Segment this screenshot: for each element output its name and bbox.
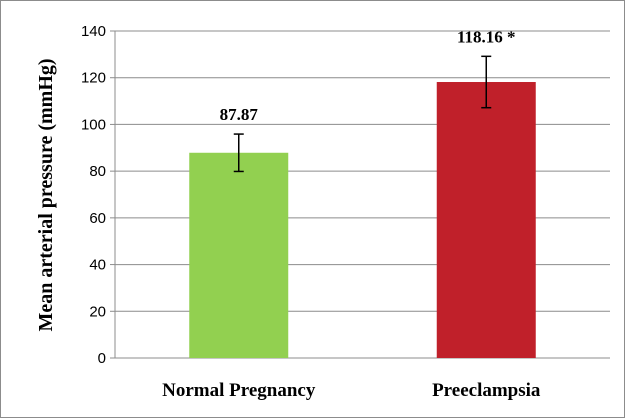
y-tick-label: 60 [89,210,106,227]
y-axis-label: Mean arterial pressure (mmHg) [35,58,57,331]
bar [189,152,289,358]
data-label: 87.87 [220,105,259,124]
y-tick-label: 140 [81,23,106,40]
x-axis-categories: Normal Pregnancy Preeclampsia [162,380,541,401]
data-labels: 87.87 118.16 * [220,27,516,124]
category-label: Normal Pregnancy [162,380,316,401]
y-tick-label: 100 [81,116,106,133]
y-tick-label: 40 [89,257,106,274]
y-axis-ticks: 0 20 40 60 80 100 120 140 [81,23,116,367]
y-tick-label: 20 [89,303,106,320]
data-label: 118.16 * [457,27,516,46]
bars [189,82,536,359]
y-tick-label: 80 [89,163,106,180]
y-tick-label: 0 [98,350,106,367]
error-bars [233,55,492,173]
category-label: Preeclampsia [432,380,541,401]
bar [436,82,536,359]
y-tick-label: 120 [81,70,106,87]
